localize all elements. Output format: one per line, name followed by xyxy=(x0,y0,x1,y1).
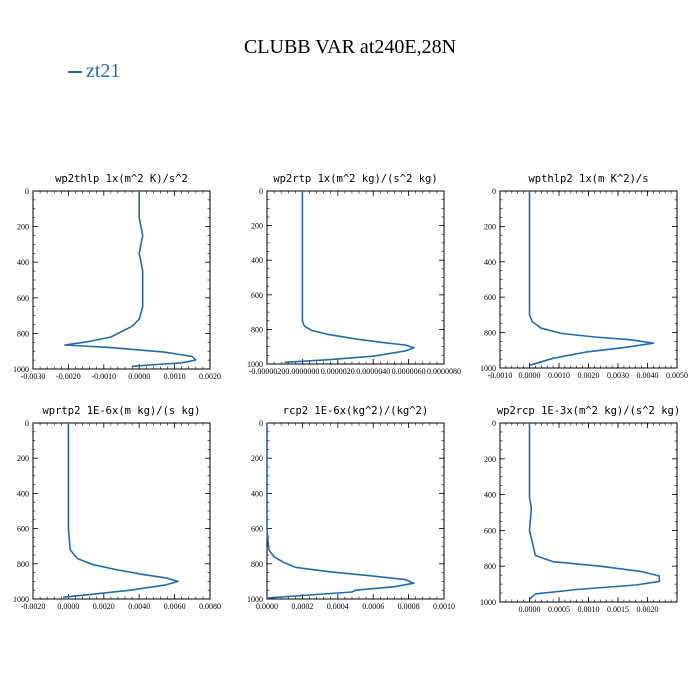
panel-1-series-line xyxy=(64,191,197,368)
panel-1-ytick-label: 400 xyxy=(17,258,29,267)
panel-5-ytick-label: 200 xyxy=(251,454,263,463)
panel-5-ytick-label: 0 xyxy=(259,419,263,428)
panel-4-ytick-label: 800 xyxy=(17,560,29,569)
panel-5-xtick-label: 0.0006 xyxy=(362,602,384,611)
panel-2-xtick-label: -0.0000020 xyxy=(249,367,286,376)
panel-6-title: wp2rcp 1E-3x(m^2 kg)/(s^2 kg) xyxy=(497,405,680,417)
panel-3-xtick-label: 0.0010 xyxy=(548,371,570,380)
panel-3-xtick-label: 0.0040 xyxy=(637,371,659,380)
panel-3-xtick-label: 0.0000 xyxy=(519,371,541,380)
panel-5-ytick-label: 800 xyxy=(251,560,263,569)
panel-4-frame xyxy=(32,422,211,600)
panel-6-xtick-label: 0.0010 xyxy=(578,605,600,614)
panel-5-ytick-label: 400 xyxy=(251,489,263,498)
panel-5-xtick-label: 0.0010 xyxy=(433,602,455,611)
panel-2-xtick-label: 0.0000000 xyxy=(285,367,319,376)
panel-3-ytick-label: 600 xyxy=(484,293,496,302)
panel-6-ytick-label: 200 xyxy=(484,455,496,464)
panel-6-xtick-label: 0.0015 xyxy=(607,605,629,614)
figure-title: CLUBB VAR at240E,28N xyxy=(243,36,457,58)
panel-4-xtick-label: 0.0040 xyxy=(128,602,150,611)
panel-1-ytick-label: 600 xyxy=(17,294,29,303)
panel-4-xtick-label: 0.0000 xyxy=(57,602,79,611)
panel-1-ytick-label: 800 xyxy=(17,329,29,338)
panel-3-ytick-label: 0 xyxy=(492,187,496,196)
panel-3-ytick-label: 200 xyxy=(484,222,496,231)
panel-3-ytick-label: 1000 xyxy=(480,364,496,373)
panel-5-title: rcp2 1E-6x(kg^2)/(kg^2) xyxy=(283,405,428,417)
panel-3-title: wpthlp2 1x(m K^2)/s xyxy=(528,173,648,185)
panel-3-ytick-label: 800 xyxy=(484,329,496,338)
panel-3-xtick-label: -0.0010 xyxy=(488,371,513,380)
panel-5-ytick-label: 600 xyxy=(251,525,263,534)
panel-4-title: wprtp2 1E-6x(m kg)/(s kg) xyxy=(42,405,200,417)
panel-5-ytick-label: 1000 xyxy=(247,595,263,604)
panel-1-ytick-label: 1000 xyxy=(13,365,29,374)
panel-6-series-line xyxy=(528,423,661,600)
panel-4-ytick-label: 0 xyxy=(25,419,29,428)
panel-2-title: wp2rtp 1x(m^2 kg)/(s^2 kg) xyxy=(273,173,437,185)
panel-6-ytick-label: 400 xyxy=(484,491,496,500)
legend: zt21 xyxy=(68,60,120,83)
panel-4-xtick-label: 0.0080 xyxy=(199,602,221,611)
panel-6-ytick-label: 600 xyxy=(484,526,496,535)
panel-3-frame xyxy=(499,190,678,369)
panel-2-xtick-label: 0.0000020 xyxy=(321,367,355,376)
panel-3-ytick-label: 400 xyxy=(484,258,496,267)
panel-4-xtick-label: 0.0020 xyxy=(93,602,115,611)
panel-2-series-line xyxy=(284,191,415,364)
panel-4-series-line xyxy=(63,423,179,598)
panel-5-xtick-label: 0.0004 xyxy=(327,602,349,611)
panel-6-frame xyxy=(499,422,678,603)
panel-5-xtick-label: 0.0000 xyxy=(256,602,278,611)
panel-2-xtick-label: 0.0000060 xyxy=(392,367,426,376)
panel-5-xtick-label: 0.0002 xyxy=(291,602,313,611)
panel-3-xtick-label: 0.0050 xyxy=(666,371,688,380)
panel-1-ytick-label: 200 xyxy=(17,223,29,232)
panel-2-xtick-label: 0.0000040 xyxy=(356,367,390,376)
panel-4-ytick-label: 1000 xyxy=(13,595,29,604)
panel-1-xtick-label: -0.0010 xyxy=(91,372,116,381)
panel-1-xtick-label: 0.0000 xyxy=(128,372,150,381)
panel-4-ytick-label: 200 xyxy=(17,454,29,463)
panel-2-xtick-label: 0.0000080 xyxy=(427,367,461,376)
panel-2-ytick-label: 1000 xyxy=(247,360,263,369)
panel-2-ytick-label: 0 xyxy=(259,187,263,196)
panel-4-ytick-label: 600 xyxy=(17,525,29,534)
panel-6-xtick-label: 0.0020 xyxy=(637,605,659,614)
panel-1-xtick-label: 0.0020 xyxy=(199,372,221,381)
panel-6-xtick-label: 0.0000 xyxy=(519,605,541,614)
panel-3-series-line xyxy=(528,191,655,367)
panel-6-ytick-label: 800 xyxy=(484,562,496,571)
panel-6-ytick-label: 0 xyxy=(492,419,496,428)
panel-5-frame xyxy=(266,422,445,600)
panel-2-frame xyxy=(266,190,445,365)
panel-6-xtick-label: 0.0005 xyxy=(548,605,570,614)
panel-4-ytick-label: 400 xyxy=(17,489,29,498)
panel-2-ytick-label: 600 xyxy=(251,291,263,300)
panel-2-ytick-label: 400 xyxy=(251,256,263,265)
legend-swatch xyxy=(68,71,82,74)
panel-4-xtick-label: 0.0060 xyxy=(164,602,186,611)
panel-4-xtick-label: -0.0020 xyxy=(21,602,46,611)
panel-1-frame xyxy=(32,190,211,370)
panel-5-xtick-label: 0.0008 xyxy=(398,602,420,611)
panel-1-xtick-label: -0.0030 xyxy=(21,372,46,381)
panel-3-xtick-label: 0.0030 xyxy=(607,371,629,380)
panel-6-ytick-label: 1000 xyxy=(480,598,496,607)
panel-2-ytick-label: 200 xyxy=(251,222,263,231)
legend-series-label: zt21 xyxy=(86,60,121,82)
panel-2-ytick-label: 800 xyxy=(251,325,263,334)
panel-1-xtick-label: -0.0020 xyxy=(56,372,81,381)
panel-3-xtick-label: 0.0020 xyxy=(578,371,600,380)
panel-1-ytick-label: 0 xyxy=(25,187,29,196)
panel-1-title: wp2thlp 1x(m^2 K)/s^2 xyxy=(55,173,188,185)
panel-5-series-line xyxy=(266,423,415,599)
panel-1-xtick-label: 0.0010 xyxy=(164,372,186,381)
